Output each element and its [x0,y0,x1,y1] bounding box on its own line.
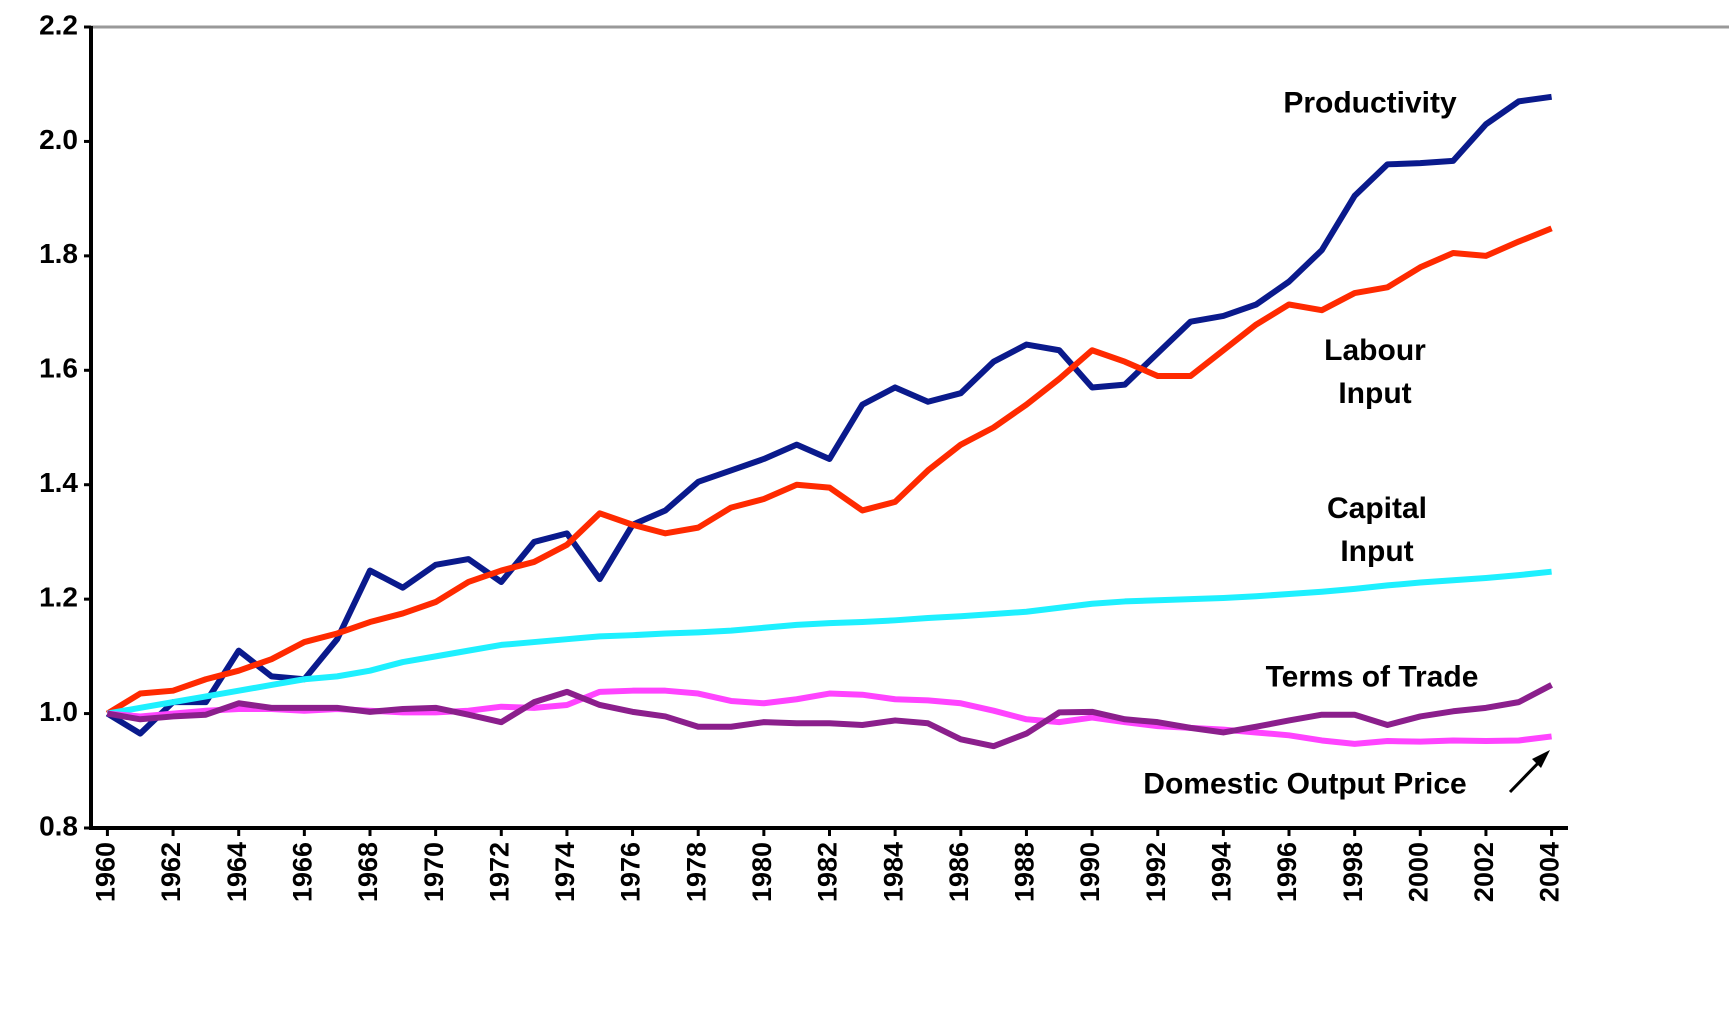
x-tick-label: 1994 [1206,842,1236,902]
series-line [105,225,1553,717]
x-tick-label: 1966 [287,842,317,902]
arrow-head [1532,750,1550,768]
x-tick-label: 1968 [353,842,383,902]
series-label: Productivity [1283,86,1457,120]
series-label: Terms of Trade [1265,660,1479,694]
series-line [106,568,1552,717]
y-tick-label: 2.2 [39,9,78,40]
x-tick-label: 1974 [550,842,580,902]
x-tick-label: 1980 [747,842,777,902]
x-tick-label: 1970 [419,842,449,902]
x-tick-label: 1982 [813,842,843,902]
series-line [105,93,1553,737]
x-tick-label: 1996 [1272,842,1302,902]
x-tick-label: 1972 [484,842,514,902]
x-tick-label: 1986 [944,842,974,902]
y-tick-label: 1.8 [39,238,78,269]
y-tick-label: 2.0 [39,124,78,155]
x-tick-label: 1962 [156,842,186,902]
y-tick-label: 1.0 [39,696,78,727]
x-tick-label: 1960 [91,842,121,902]
y-tick-label: 0.8 [39,810,78,841]
y-tick-label: 1.2 [39,582,78,613]
y-tick-label: 1.6 [39,353,78,384]
x-tick-label: 1984 [878,842,908,902]
x-tick-label: 1964 [222,842,252,902]
x-tick-label: 2004 [1535,842,1565,902]
x-tick-label: 1990 [1075,842,1105,902]
x-tick-label: 1988 [1010,842,1040,902]
series-line [106,682,1553,750]
series-label: Labour Input [1324,334,1426,410]
x-tick-label: 2002 [1469,842,1499,902]
x-tick-label: 1992 [1141,842,1171,902]
x-tick-label: 1976 [616,842,646,902]
y-tick-label: 1.4 [39,467,78,498]
x-tick-label: 1998 [1338,842,1368,902]
x-tick-label: 1978 [681,842,711,902]
series-label: Domestic Output Price [1143,767,1467,801]
x-tick-label: 2000 [1403,842,1433,902]
series-label: Capital Input [1326,492,1428,568]
